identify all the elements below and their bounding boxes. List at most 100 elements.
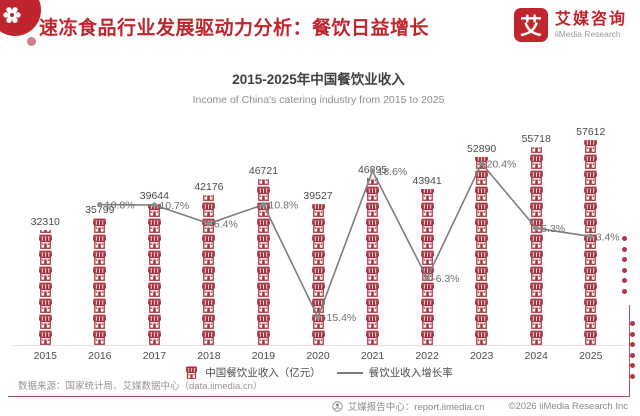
store-icon xyxy=(475,298,489,313)
store-icon xyxy=(39,230,51,233)
store-icon xyxy=(202,298,216,313)
store-icon xyxy=(202,330,216,345)
store-icon xyxy=(311,282,325,297)
store-icon xyxy=(420,218,434,233)
bar-value-label: 55718 xyxy=(521,132,551,145)
x-axis-labels: 2015 2016 2017 2018 2019 2020 2021 2022 2023 2024… xyxy=(18,350,618,362)
store-icon xyxy=(420,314,434,329)
store-icon xyxy=(38,234,52,249)
store-icon xyxy=(475,186,489,201)
store-icon xyxy=(311,330,325,345)
store-icon xyxy=(311,234,325,249)
store-icon xyxy=(530,146,542,153)
dots-decoration-lower xyxy=(630,321,635,379)
store-icon xyxy=(93,266,107,281)
store-icon xyxy=(529,170,543,185)
store-icon xyxy=(475,330,489,345)
store-icon xyxy=(529,266,543,281)
bar-column: 57612 xyxy=(563,126,618,345)
store-icon xyxy=(38,330,52,345)
store-icon xyxy=(258,178,269,185)
store-icon xyxy=(38,298,52,313)
store-icon xyxy=(93,282,107,297)
store-icon xyxy=(529,202,543,217)
store-icon xyxy=(202,314,216,329)
store-icon xyxy=(311,298,325,313)
store-icon xyxy=(366,298,379,313)
bar-value-label: 46721 xyxy=(248,164,279,177)
store-icon xyxy=(475,314,489,329)
dot-decoration xyxy=(27,37,36,46)
bar-column: 52890 xyxy=(454,143,509,345)
store-icon xyxy=(93,330,107,345)
bar-column: 32310 xyxy=(18,216,73,345)
bar-column: 39644 xyxy=(127,190,182,345)
page-footer: 艾媒报告中心：report.iimedia.cn ©2026 iiMedia R… xyxy=(332,399,628,413)
bar-value-label: 39644 xyxy=(139,189,169,202)
brand-subtitle: iiMedia Research xyxy=(554,29,621,40)
bar-column: 46721 xyxy=(236,165,291,345)
legend-line-sample xyxy=(336,371,363,374)
store-icon xyxy=(366,202,379,217)
store-icon xyxy=(366,282,379,297)
store-icon xyxy=(257,330,270,345)
chart-subtitle: Income of China's catering industry from… xyxy=(192,94,445,106)
store-icon xyxy=(584,314,598,329)
x-axis-tick-label: 2022 xyxy=(415,350,439,362)
store-icon xyxy=(38,314,52,329)
x-axis-tick-label: 2015 xyxy=(33,350,57,362)
bar-value-label: 43941 xyxy=(412,174,442,187)
bar-column: 42176 xyxy=(182,181,237,345)
store-icon xyxy=(147,330,161,345)
bar-icon-stack xyxy=(310,204,327,345)
legend: 中国餐饮业收入（亿元） 餐饮业收入增长率 xyxy=(8,365,629,380)
store-icon xyxy=(529,154,543,169)
legend-store-icon xyxy=(186,366,198,379)
x-axis-tick-label: 2017 xyxy=(142,350,167,362)
store-icon xyxy=(529,330,543,345)
store-icon xyxy=(475,156,489,169)
store-icon xyxy=(529,298,543,313)
footer-report-center: 艾媒报告中心：report.iimedia.cn xyxy=(347,402,485,413)
bar-column: 55718 xyxy=(509,133,564,345)
store-icon xyxy=(147,266,161,281)
x-axis-tick-label: 2025 xyxy=(579,350,603,362)
store-icon xyxy=(420,298,434,313)
right-border-decoration xyxy=(629,305,630,397)
page-title: 速冻食品行业发展驱动力分析：餐饮日益增长 xyxy=(39,18,430,39)
store-icon xyxy=(38,282,52,297)
store-icon xyxy=(584,170,598,185)
store-icon xyxy=(202,282,216,297)
store-icon xyxy=(420,234,434,249)
x-axis-tick-label: 2024 xyxy=(524,350,548,362)
store-icon xyxy=(38,266,52,281)
store-icon xyxy=(584,266,598,281)
legend-line-label: 餐饮业收入增长率 xyxy=(368,367,453,379)
store-icon xyxy=(147,282,161,297)
store-icon xyxy=(475,170,489,185)
dots-decoration-upper xyxy=(622,236,627,294)
x-axis-tick-label: 2023 xyxy=(469,350,494,362)
store-icon xyxy=(529,282,543,297)
store-icon xyxy=(584,298,598,313)
store-icon xyxy=(257,186,270,201)
store-icon xyxy=(475,266,489,281)
brand-name: 艾媒咨询 xyxy=(554,10,627,28)
bar-column: 46895 xyxy=(345,164,400,345)
store-icon xyxy=(475,218,489,233)
store-icon xyxy=(366,314,379,329)
x-axis-line xyxy=(12,345,625,346)
x-axis-tick-label: 2016 xyxy=(88,350,112,362)
header: 速冻食品行业发展驱动力分析：餐饮日益增长 艾 艾媒咨询 iiMedia Rese… xyxy=(0,0,640,54)
store-icon xyxy=(257,314,270,329)
bar-icon-stack xyxy=(419,188,436,345)
brand-logo-mark: 艾 xyxy=(513,8,548,42)
store-icon xyxy=(584,140,598,153)
store-icon xyxy=(584,186,598,201)
store-icon xyxy=(257,234,270,249)
x-axis-tick-label: 2020 xyxy=(306,350,330,362)
store-icon xyxy=(420,250,434,265)
store-icon xyxy=(366,330,379,345)
bar-value-label: 32310 xyxy=(30,216,60,228)
store-icon xyxy=(311,266,325,281)
